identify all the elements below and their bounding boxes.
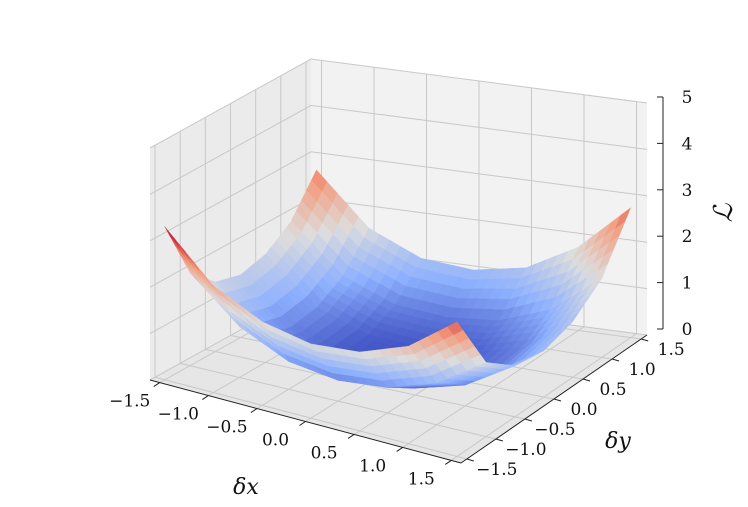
- x-tick-mark: [299, 421, 306, 426]
- z-tick-label: 0: [682, 320, 693, 340]
- y-tick-label: 1.5: [658, 340, 685, 360]
- z-axis-title: ℒ: [709, 202, 739, 222]
- x-tick-mark: [202, 395, 209, 400]
- y-tick-label: 0.5: [600, 380, 627, 400]
- axis-lines: [149, 96, 664, 465]
- y-tick-mark: [553, 398, 562, 402]
- tick-labels: −1.5−1.0−0.50.00.51.01.5 −1.5−1.0−0.50.00…: [109, 88, 692, 489]
- z-tick-label: 2: [682, 227, 693, 247]
- y-tick-mark: [524, 418, 533, 422]
- x-tick-mark: [445, 459, 452, 465]
- loss-surface: [164, 169, 632, 389]
- z-tick-label: 1: [682, 274, 693, 294]
- y-tick-mark: [641, 338, 649, 342]
- z-grid-line: [149, 58, 648, 149]
- z-grid-line: [149, 151, 648, 242]
- x-tick-mark: [250, 408, 258, 413]
- x-tick-label: −1.5: [109, 392, 150, 412]
- x-tick-label: 0.5: [311, 443, 338, 463]
- y-tick-mark: [611, 358, 620, 362]
- y-tick-label: −0.5: [534, 420, 575, 440]
- y-tick-label: −1.0: [505, 440, 546, 460]
- x-tick-label: −0.5: [206, 418, 247, 438]
- y-tick-label: −1.5: [476, 460, 517, 480]
- z-grid-line: [149, 104, 648, 195]
- x-tick-mark: [347, 434, 355, 439]
- x-tick-label: 1.5: [408, 469, 435, 489]
- axis-titles: δx δy ℒ: [233, 202, 739, 500]
- y-tick-mark: [495, 438, 504, 442]
- x-tick-mark: [396, 447, 403, 452]
- z-tick-label: 3: [682, 181, 693, 201]
- x-axis-title: δx: [233, 475, 259, 500]
- y-tick-label: 1.0: [629, 360, 656, 380]
- y-axis-title: δy: [605, 429, 631, 454]
- y-tick-mark: [582, 378, 591, 382]
- z-tick-label: 4: [682, 134, 693, 154]
- x-tick-label: 1.0: [359, 456, 386, 476]
- z-tick-label: 5: [682, 88, 693, 108]
- x-tick-label: 0.0: [262, 431, 289, 451]
- x-tick-mark: [153, 382, 160, 388]
- x-tick-label: −1.0: [158, 405, 199, 425]
- y-tick-mark: [466, 458, 474, 462]
- y-tick-label: 0.0: [570, 400, 597, 420]
- surface-facet: [164, 226, 180, 248]
